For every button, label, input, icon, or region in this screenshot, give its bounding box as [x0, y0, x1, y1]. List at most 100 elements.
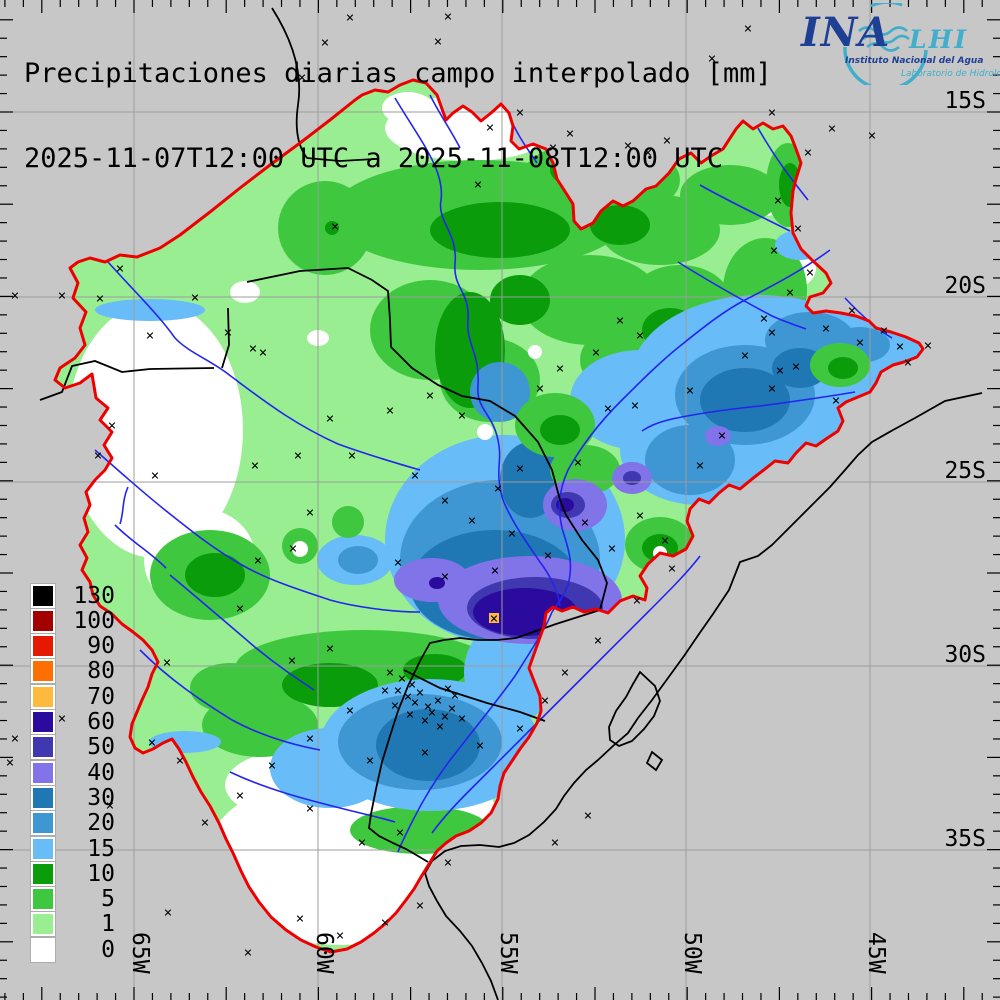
plot-subtitle-date-range: 2025-11-07T12:00 UTC a 2025-11-08T12:00 … — [24, 143, 723, 175]
station-marker: × — [491, 563, 499, 579]
station-marker: × — [391, 698, 399, 714]
station-marker: × — [236, 788, 244, 804]
legend-row: 60 — [30, 709, 115, 735]
station-marker: × — [448, 701, 456, 717]
station-marker: × — [366, 753, 374, 769]
legend-swatch — [30, 784, 56, 811]
station-marker: × — [458, 711, 466, 727]
station-marker: × — [11, 731, 19, 747]
station-marker: × — [411, 468, 419, 484]
plot-titles: Precipitaciones diarias campo interpolad… — [24, 4, 772, 202]
station-marker: × — [741, 348, 749, 364]
legend-swatch — [30, 759, 56, 786]
lat-label: 25S — [944, 458, 986, 484]
station-marker: × — [249, 341, 257, 357]
legend-swatch — [30, 607, 56, 634]
station-marker: × — [633, 593, 641, 609]
station-marker: × — [398, 671, 406, 687]
station-marker: × — [768, 381, 776, 397]
station-marker: × — [832, 393, 840, 409]
station-marker: × — [411, 695, 419, 711]
station-marker: × — [868, 128, 876, 144]
legend-swatch — [30, 835, 56, 862]
station-marker: × — [592, 345, 600, 361]
station-marker: × — [306, 505, 314, 521]
legend-swatch — [30, 658, 56, 685]
lat-label: 30S — [944, 642, 986, 668]
station-marker: × — [768, 325, 776, 341]
station-marker: × — [441, 709, 449, 725]
legend-value: 80 — [87, 658, 115, 685]
station-marker: × — [744, 21, 752, 37]
legend-value: 90 — [87, 633, 115, 660]
legend-row: 15 — [30, 835, 115, 862]
station-marker: × — [151, 468, 159, 484]
station-marker: × — [516, 721, 524, 737]
station-marker: × — [358, 835, 366, 851]
legend-swatch — [30, 582, 56, 609]
station-marker: × — [786, 285, 794, 301]
station-marker: × — [608, 541, 616, 557]
axis-labels: 15S 20S 25S 30S 35S 65W 60W 55W 50W 45W — [127, 88, 986, 974]
logo-lab-name: Laboratorio de Hidrología — [901, 69, 1000, 79]
logo-circle-arc-bottom — [843, 46, 928, 85]
station-marker: × — [381, 915, 389, 931]
station-marker: × — [236, 601, 244, 617]
station-marker: × — [476, 738, 484, 754]
station-marker: × — [776, 363, 784, 379]
highlight-station-cell — [489, 613, 499, 623]
station-marker: × — [828, 121, 836, 137]
station-marker: × — [306, 731, 314, 747]
station-marker: × — [616, 313, 624, 329]
station-marker: × — [896, 339, 904, 355]
station-marker: × — [434, 34, 442, 50]
station-marker: × — [346, 703, 354, 719]
station-marker: × — [924, 338, 932, 354]
station-marker: × — [426, 388, 434, 404]
station-marker: × — [408, 677, 416, 693]
station-marker: × — [394, 683, 402, 699]
station-marker: × — [326, 641, 334, 657]
station-marker: × — [386, 403, 394, 419]
station-marker: × — [668, 561, 676, 577]
station-marker: × — [288, 653, 296, 669]
legend-row: 40 — [30, 759, 115, 786]
station-marker: × — [146, 328, 154, 344]
station-marker: × — [296, 911, 304, 927]
station-marker: × — [663, 133, 671, 149]
station-marker: × — [336, 928, 344, 944]
station-marker: × — [421, 745, 429, 761]
legend-row: 0 — [30, 936, 115, 963]
station-marker: × — [566, 126, 574, 142]
station-marker: × — [251, 458, 259, 474]
legend-swatch — [30, 936, 56, 963]
station-marker: × — [468, 513, 476, 529]
station-marker: × — [792, 359, 800, 375]
station-markers: ×××××××××××××××××× ××××××× ××××××××× ××××××… — [6, 9, 932, 961]
legend-value: 130 — [73, 582, 115, 609]
station-marker: × — [536, 381, 544, 397]
legend-row: 20 — [30, 810, 115, 837]
station-marker: × — [444, 9, 452, 25]
legend-value: 15 — [87, 835, 115, 862]
logo-graphics — [843, 3, 928, 85]
station-marker: × — [451, 688, 459, 704]
legend-row: 30 — [30, 784, 115, 811]
station-marker: × — [386, 665, 394, 681]
station-marker: × — [806, 265, 814, 281]
legend-swatch — [30, 810, 56, 837]
station-marker: × — [116, 261, 124, 277]
station-marker: × — [421, 713, 429, 729]
station-marker: × — [549, 140, 557, 156]
legend-row: 10 — [30, 860, 115, 887]
station-marker: × — [604, 401, 612, 417]
station-marker: × — [434, 693, 442, 709]
station-marker: × — [760, 311, 768, 327]
legend-value: 100 — [73, 607, 115, 634]
legend-value: 60 — [87, 709, 115, 735]
station-marker: × — [561, 665, 569, 681]
station-marker: × — [108, 418, 116, 434]
station-marker: × — [556, 361, 564, 377]
station-marker: × — [584, 808, 592, 824]
